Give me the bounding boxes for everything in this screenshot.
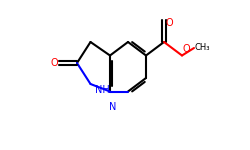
Text: O: O <box>50 58 58 68</box>
Text: O: O <box>183 44 190 54</box>
Text: N: N <box>108 102 116 112</box>
Text: CH₃: CH₃ <box>195 44 210 52</box>
Text: O: O <box>166 18 173 28</box>
Text: NH: NH <box>94 85 109 95</box>
